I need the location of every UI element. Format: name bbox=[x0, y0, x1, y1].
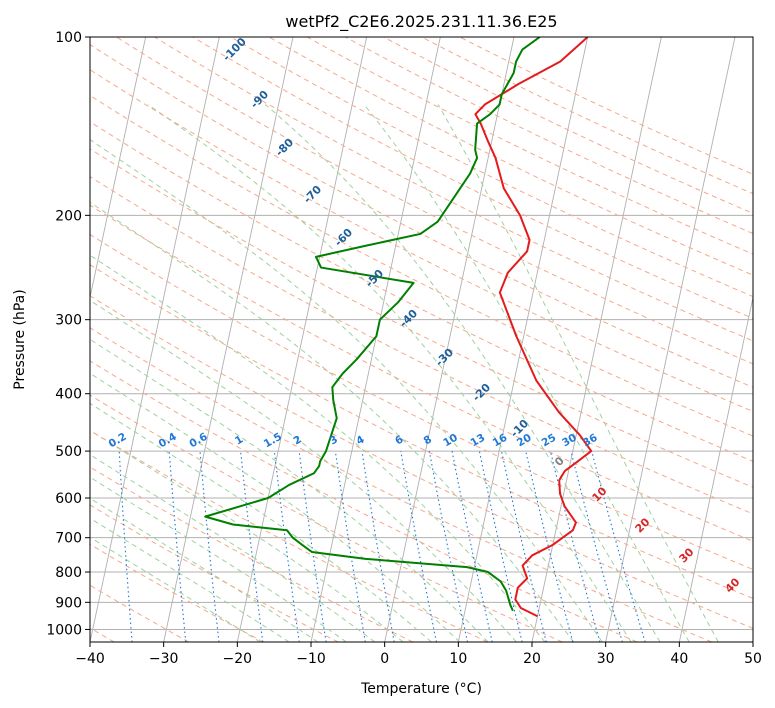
dry-adiabat-line bbox=[90, 466, 414, 642]
y-tick-label: 700 bbox=[55, 531, 82, 547]
grid-layer bbox=[90, 37, 753, 642]
dry-adiabat-line bbox=[154, 37, 753, 342]
mixing-ratio-line bbox=[591, 450, 646, 642]
x-tick-label: 10 bbox=[449, 651, 467, 667]
dry-adiabat-line bbox=[90, 394, 563, 642]
isotherm-gridline bbox=[90, 37, 147, 300]
moist-adiabat-line bbox=[90, 517, 290, 642]
dry-adiabat-line bbox=[90, 121, 753, 462]
dry-adiabat-line bbox=[90, 176, 753, 515]
dry-adiabat-line bbox=[90, 295, 753, 629]
moist-adiabat-line bbox=[147, 104, 632, 642]
moist-adiabat-line bbox=[90, 476, 347, 642]
chart-title: wetPf2_C2E6.2025.231.11.36.E25 bbox=[285, 12, 557, 32]
moist-adiabat-line bbox=[90, 497, 319, 642]
y-tick-label: 800 bbox=[55, 565, 82, 581]
x-axis-label: Temperature (°C) bbox=[360, 681, 482, 697]
isotherm-gridline bbox=[163, 37, 294, 642]
moist-adiabat-line bbox=[437, 104, 719, 642]
isotherm-gridline bbox=[531, 37, 662, 642]
isotherm-gridline bbox=[90, 37, 220, 642]
mixing-ratio-line bbox=[298, 451, 327, 642]
moist-adiabat-line bbox=[90, 201, 574, 642]
plot-area: 0.10.20.40.611.52346810131620253036-100-… bbox=[90, 37, 753, 642]
x-tick-label: −10 bbox=[296, 651, 326, 667]
moist-adiabat-line bbox=[90, 429, 404, 642]
moist-adiabat-line bbox=[264, 104, 661, 642]
x-tick-label: −20 bbox=[223, 651, 253, 667]
x-tick-label: −30 bbox=[149, 651, 179, 667]
y-tick-label: 600 bbox=[55, 491, 82, 507]
mixing-ratio-line bbox=[570, 450, 623, 642]
moist-adiabats bbox=[90, 104, 719, 642]
y-tick-label: 1000 bbox=[46, 622, 82, 638]
x-tick-label: 0 bbox=[380, 651, 389, 667]
y-tick-label: 200 bbox=[55, 208, 82, 224]
moist-adiabat-line bbox=[90, 254, 546, 642]
mixing-ratio-line bbox=[361, 451, 395, 642]
isotherm-gridline bbox=[310, 37, 441, 642]
moist-adiabat-line bbox=[90, 139, 603, 642]
x-tick-label: 40 bbox=[670, 651, 688, 667]
y-tick-label: 500 bbox=[55, 444, 82, 460]
y-axis: 1000 900 800 700 600 500 400 300 200 100 bbox=[46, 30, 90, 638]
dry-adiabat-line bbox=[90, 148, 753, 488]
dry-adiabat-line bbox=[230, 37, 753, 298]
dry-adiabat-line bbox=[90, 233, 753, 571]
plot-frame bbox=[89, 36, 754, 643]
y-tick-label: 900 bbox=[55, 595, 82, 611]
moist-adiabat-line bbox=[363, 104, 690, 642]
moist-adiabat-line bbox=[90, 402, 432, 642]
y-axis-label: Pressure (hPa) bbox=[12, 289, 28, 389]
dry-adiabat-line bbox=[90, 264, 753, 600]
isotherm-gridline bbox=[457, 37, 589, 642]
mixing-ratio-line bbox=[273, 451, 300, 642]
x-tick-label: 20 bbox=[523, 651, 541, 667]
x-tick-label: 50 bbox=[744, 651, 762, 667]
dry-adiabat-line bbox=[90, 327, 712, 642]
dry-adiabat-line bbox=[90, 504, 339, 642]
x-tick-label: 30 bbox=[597, 651, 615, 667]
mixing-ratio-line bbox=[168, 451, 187, 642]
x-axis: −40 −30 −20 −10 0 10 20 30 40 50 bbox=[75, 642, 762, 667]
isotherm-gridline bbox=[605, 37, 736, 642]
dry-adiabats bbox=[90, 37, 753, 642]
x-tick-label: −40 bbox=[75, 651, 105, 667]
y-tick-label: 400 bbox=[55, 387, 82, 403]
y-tick-label: 300 bbox=[55, 313, 82, 329]
y-tick-label: 100 bbox=[55, 30, 82, 46]
moist-adiabat-line bbox=[90, 299, 517, 642]
dewpoint-profile-line bbox=[204, 37, 541, 612]
mixing-ratio-line bbox=[118, 451, 133, 642]
mixing-ratio-lines bbox=[118, 450, 646, 642]
mixing-ratio-line bbox=[400, 451, 437, 642]
temperature-profile-line bbox=[474, 37, 593, 618]
mixing-ratio-line bbox=[199, 451, 220, 642]
mixing-ratio-line bbox=[240, 451, 264, 642]
isotherm-gridline bbox=[678, 295, 753, 642]
sounding-series bbox=[204, 37, 593, 618]
dry-adiabat-line bbox=[90, 360, 638, 642]
dry-adiabat-line bbox=[90, 584, 190, 642]
isotherm-gridline bbox=[384, 37, 515, 642]
dry-adiabat-line bbox=[90, 204, 753, 542]
isotherm-gridline bbox=[236, 37, 368, 642]
dry-adiabat-line bbox=[90, 94, 753, 437]
dry-adiabat-line bbox=[90, 43, 753, 388]
moist-adiabat-line bbox=[90, 338, 489, 642]
mixing-ratio-line bbox=[334, 451, 366, 642]
